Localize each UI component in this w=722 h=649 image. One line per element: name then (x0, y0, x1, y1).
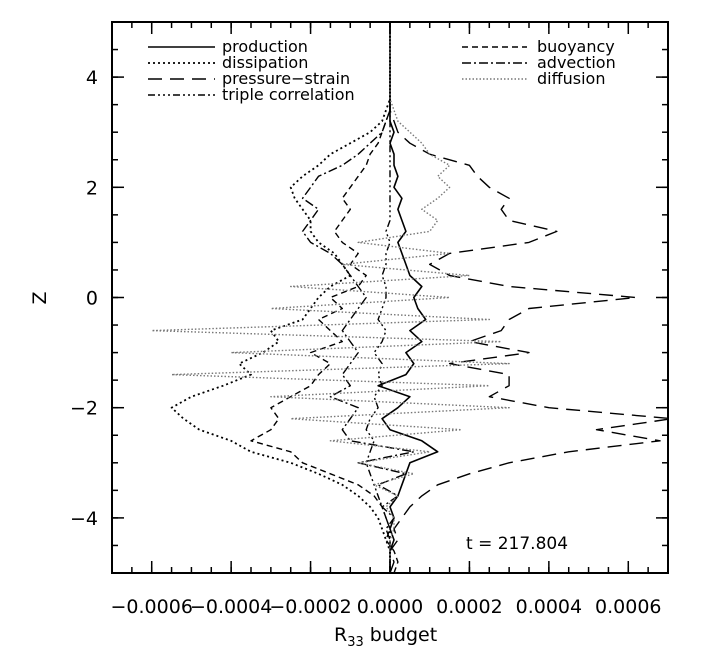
legend-label: advection (537, 53, 616, 72)
series-line-4 (365, 22, 391, 573)
legend: productiondissipationpressure−straintrip… (148, 37, 616, 104)
series-line-7 (150, 22, 510, 573)
series-line-1 (377, 22, 439, 573)
axes: −0.0006−0.0004−0.0002 0.0000 0.0002 0.0004 0… (70, 21, 669, 618)
legend-label: buoyancy (537, 37, 615, 56)
y-tick-label: 0 (86, 288, 98, 310)
y-tick-label: 2 (86, 177, 98, 199)
legend-label: diffusion (537, 69, 605, 88)
x-tick-label: −0.0006 (111, 596, 193, 618)
time-annotation: t = 217.804 (466, 534, 568, 554)
x-axis-title-main: R (334, 624, 347, 646)
legend-label: triple correlation (222, 85, 355, 104)
plot-area (150, 22, 673, 574)
x-tick-label: 0.0002 (436, 596, 502, 618)
x-tick-label: −0.0004 (190, 596, 272, 618)
x-tick-label: 0.0004 (516, 596, 582, 618)
y-tick-label: −2 (70, 398, 98, 420)
x-tick-label: 0.0000 (357, 596, 423, 618)
legend-label: dissipation (222, 53, 308, 72)
x-axis-title-rest: budget (364, 624, 437, 646)
y-axis-title: Z (29, 291, 51, 304)
x-axis-title: R33 budget (334, 624, 437, 649)
series-line-3 (389, 22, 673, 574)
series-line-6 (301, 22, 415, 573)
legend-label: production (222, 37, 308, 56)
y-tick-label: −4 (70, 508, 98, 530)
series-line-2 (170, 22, 391, 573)
x-tick-label: 0.0006 (595, 596, 661, 618)
x-tick-label: −0.0002 (269, 596, 351, 618)
x-axis-title-subscript: 33 (347, 635, 364, 649)
y-tick-label: 4 (86, 67, 98, 89)
legend-label: pressure−strain (222, 69, 350, 88)
